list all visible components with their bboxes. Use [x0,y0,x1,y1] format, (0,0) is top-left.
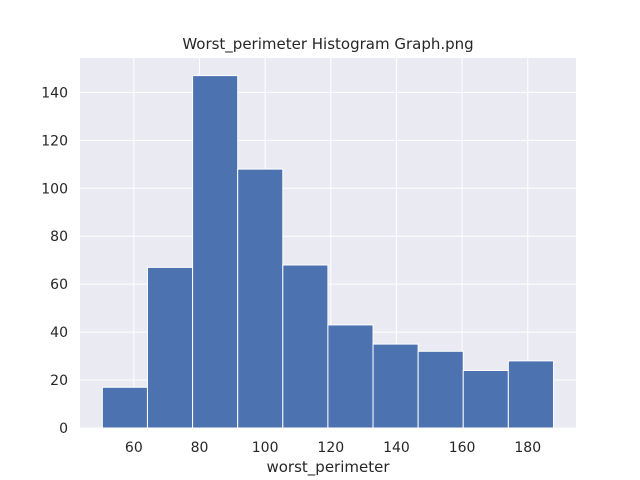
histogram-bar [327,324,374,429]
y-tick-label: 140 [41,85,68,101]
histogram-bar [237,168,284,429]
histogram-bar [192,75,239,429]
histogram-bar [282,264,329,429]
chart-title: Worst_perimeter Histogram Graph.png [182,35,473,54]
y-tick-label: 0 [59,421,68,437]
y-tick-label: 20 [50,373,68,389]
histogram-bar [462,369,509,429]
histogram-bar [372,343,419,429]
y-tick-label: 40 [50,325,68,341]
x-tick-label: 120 [317,440,344,456]
x-tick-label: 60 [125,440,143,456]
y-tick-labels: 0 20 40 60 80 100 120 140 [41,85,68,437]
x-tick-label: 140 [383,440,410,456]
y-tick-label: 100 [41,181,68,197]
x-tick-label: 160 [449,440,476,456]
x-tick-label: 80 [191,440,209,456]
y-tick-label: 120 [41,133,68,149]
x-tick-label: 100 [252,440,279,456]
histogram-bar [417,350,464,429]
y-tick-label: 80 [50,229,68,245]
x-axis-label: worst_perimeter [266,458,390,477]
histogram-bar [507,360,554,429]
histogram-bar [146,266,194,429]
bars [101,75,554,429]
histogram-bar [101,386,148,429]
x-tick-label: 180 [514,440,541,456]
x-tick-labels: 60 80 100 120 140 160 180 [125,440,541,456]
y-tick-label: 60 [50,277,68,293]
